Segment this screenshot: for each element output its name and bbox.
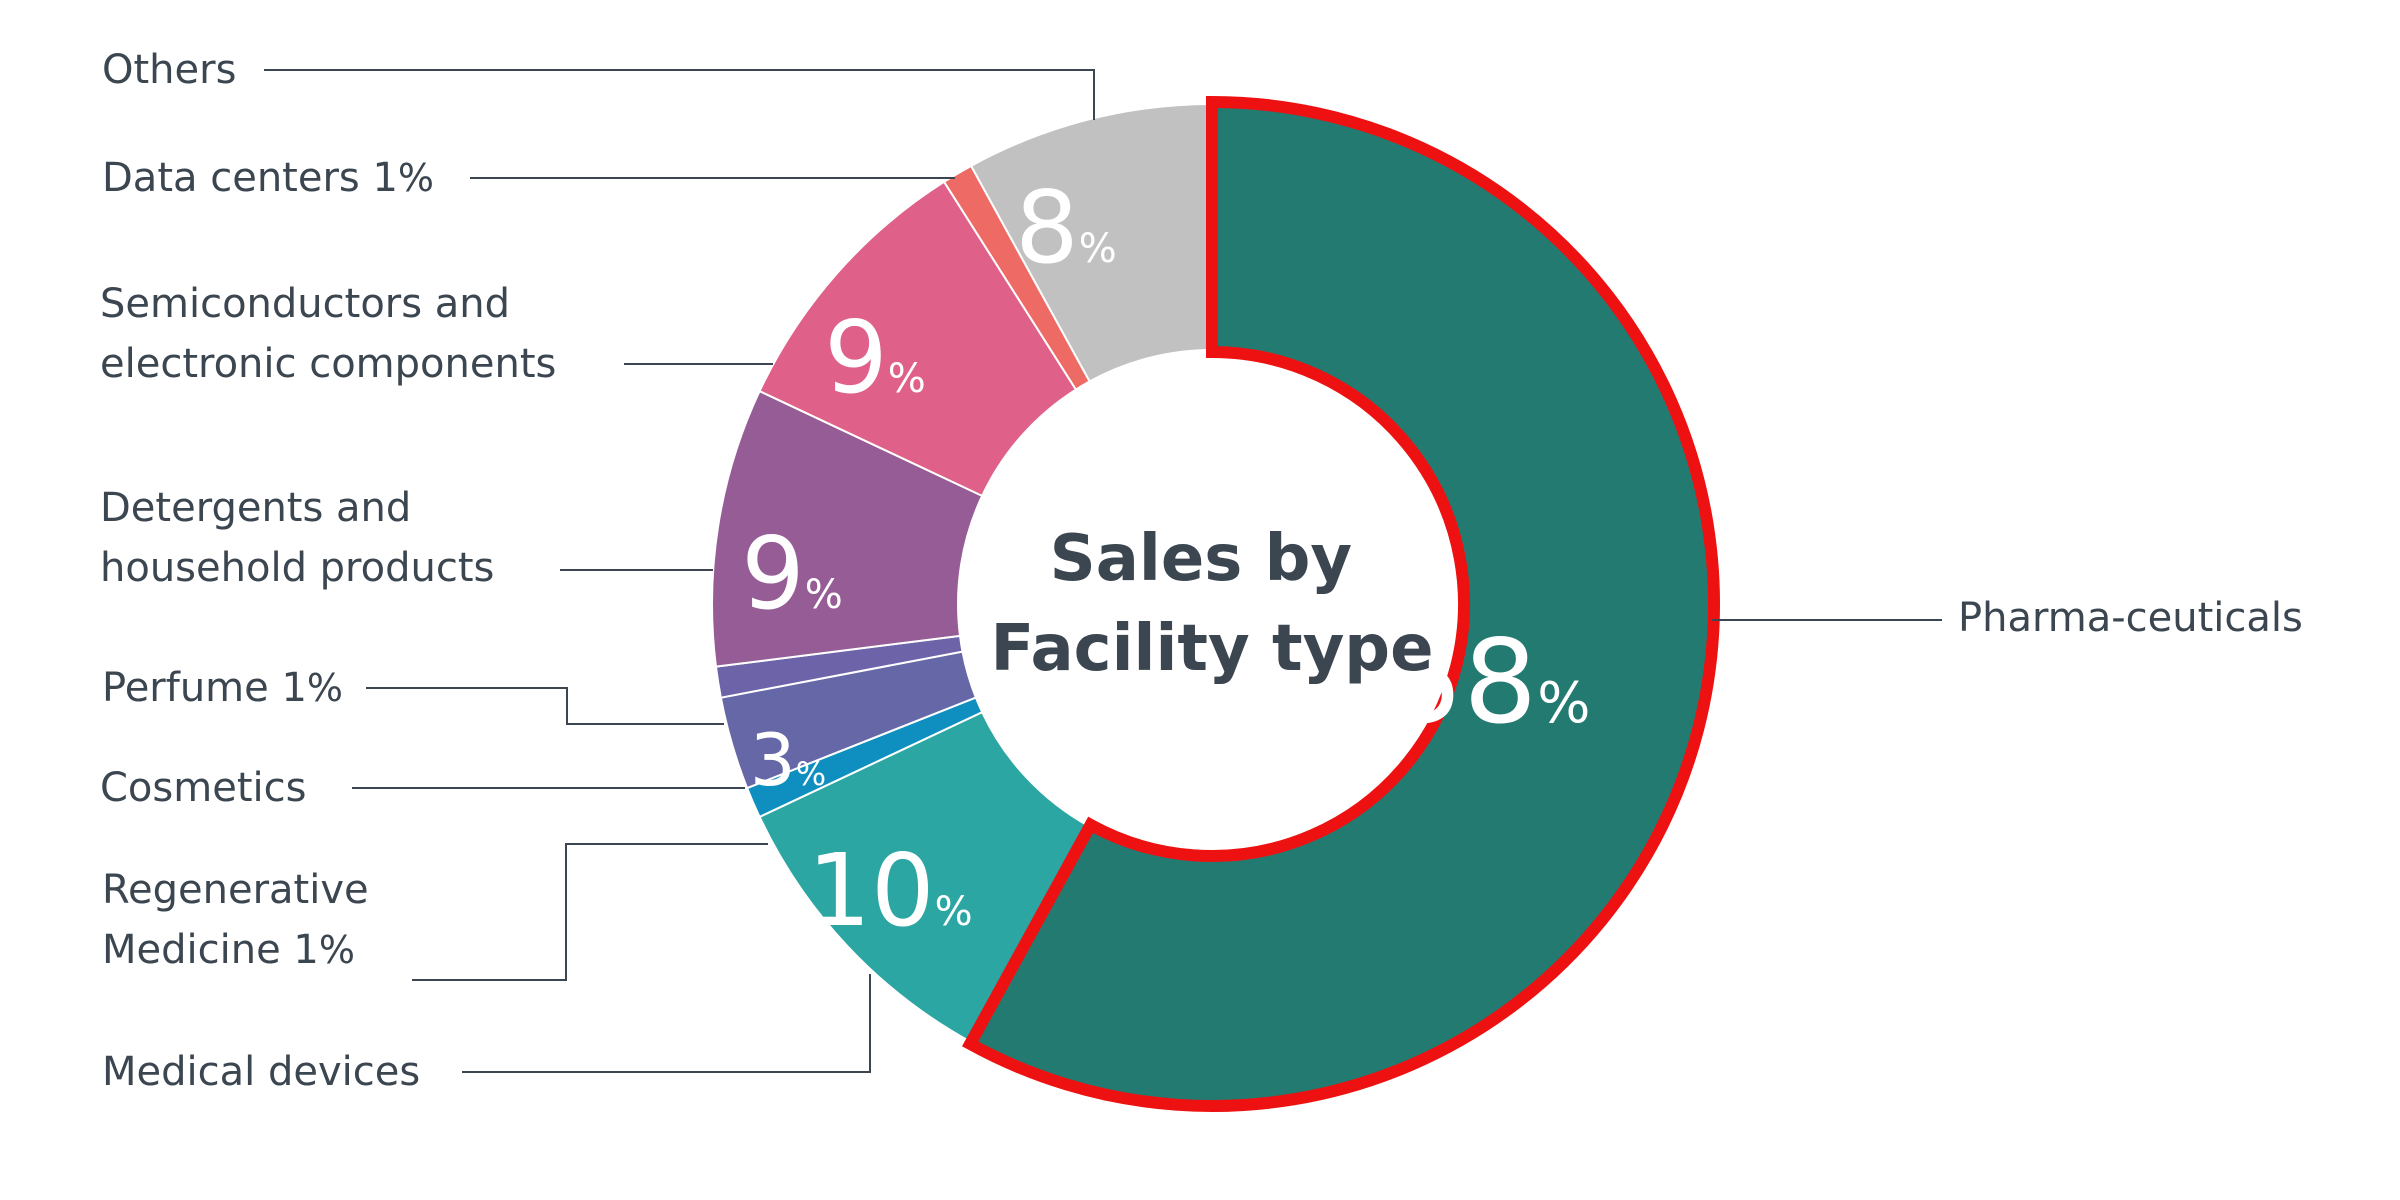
category-label-medical: Medical devices: [102, 1049, 420, 1095]
leader-lines-group: [264, 69, 1942, 1073]
leader-line-others: [264, 69, 1095, 120]
center-title-line-1: Sales by: [1050, 522, 1353, 596]
category-label-detergents-line-1: Detergents and: [100, 485, 411, 531]
slice-semis: [758, 180, 1078, 498]
leader-line-medical: [462, 974, 871, 1073]
center-title: Sales by Facility type: [990, 522, 1433, 686]
data-label-semis: 9%: [824, 299, 926, 416]
slice-highlight-pharma: [962, 95, 1720, 1112]
data-label-others: 8%: [1015, 169, 1117, 286]
category-label-semis-line-1: Semiconductors and: [100, 281, 510, 327]
center-title-line-2: Facility type: [990, 612, 1433, 686]
leader-line-regen: [412, 843, 768, 981]
leader-line-perfume: [366, 687, 724, 725]
data-labels-group: 58% 10% 3% 9% 9% 8%: [741, 169, 1590, 949]
category-labels-group: Pharma-ceuticals Medical devices Regenerat…: [100, 47, 2303, 1095]
data-label-pharma: 58%: [1390, 615, 1591, 750]
data-label-medical: 10%: [807, 832, 972, 949]
slice-detergents: [711, 389, 984, 668]
category-label-pharma: Pharma-ceuticals: [1958, 595, 2303, 641]
highlight-group: [962, 95, 1720, 1112]
category-label-detergents-line-2: household products: [100, 545, 494, 591]
category-label-semis-line-2: electronic components: [100, 341, 556, 387]
category-label-perfume: Perfume 1%: [102, 665, 343, 711]
category-label-cosmetics: Cosmetics: [100, 765, 306, 811]
data-label-detergents: 9%: [741, 515, 843, 632]
data-label-cosmetics: 3%: [750, 718, 826, 802]
category-label-regen-line-1: Regenerative: [102, 867, 369, 913]
category-label-datacenters: Data centers 1%: [102, 155, 434, 201]
category-label-regen-line-2: Medicine 1%: [102, 927, 355, 973]
category-label-others: Others: [102, 47, 236, 93]
